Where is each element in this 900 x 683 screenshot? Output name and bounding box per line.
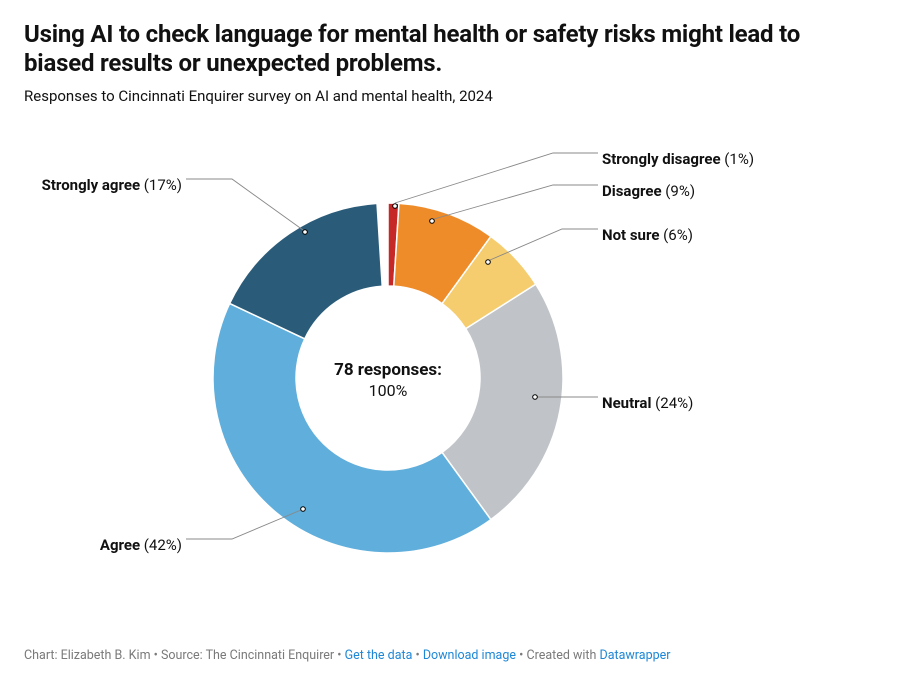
chart-title: Using AI to check language for mental he… — [24, 20, 876, 79]
leader-dot — [393, 204, 398, 209]
segment-label: Neutral (24%) — [602, 394, 693, 412]
leader-line — [186, 179, 303, 230]
leader-line — [395, 153, 598, 203]
footer-created-prefix: Created with — [526, 648, 599, 663]
leader-line — [434, 185, 598, 219]
footer-sep: • — [334, 648, 344, 663]
center-label-bottom: 100% — [369, 381, 408, 400]
chart-frame: Using AI to check language for mental he… — [0, 0, 900, 683]
leader-dot — [533, 395, 538, 400]
segment-label: Disagree (9%) — [602, 182, 695, 200]
leader-dot — [430, 219, 435, 224]
donut-chart: 78 responses:100% Strongly disagree (1%) D… — [0, 120, 900, 630]
segment-label: Strongly agree (17%) — [42, 176, 182, 194]
footer-datawrapper-link[interactable]: Datawrapper — [600, 648, 671, 663]
chart-footer: Chart: Elizabeth B. Kim • Source: The Ci… — [24, 648, 670, 663]
segment-label: Strongly disagree (1%) — [602, 150, 754, 168]
leader-dot — [303, 230, 308, 235]
footer-chart-by: Elizabeth B. Kim — [61, 648, 151, 663]
footer-sep: • — [516, 648, 526, 663]
footer-download-link[interactable]: Download image — [423, 648, 516, 663]
footer-source-prefix: Source: — [161, 648, 206, 663]
center-label-top: 78 responses: — [334, 360, 442, 380]
leader-dot — [301, 507, 306, 512]
segment-label: Not sure (6%) — [602, 226, 693, 244]
segment-label: Agree (42%) — [100, 536, 182, 554]
footer-sep: • — [151, 648, 161, 663]
leader-dot — [486, 260, 491, 265]
footer-source: The Cincinnati Enquirer — [206, 648, 335, 663]
donut-segment — [213, 303, 491, 553]
chart-subtitle: Responses to Cincinnati Enquirer survey … — [24, 87, 876, 105]
footer-get-data-link[interactable]: Get the data — [345, 648, 413, 663]
footer-chart-by-prefix: Chart: — [24, 648, 61, 663]
footer-sep: • — [412, 648, 422, 663]
